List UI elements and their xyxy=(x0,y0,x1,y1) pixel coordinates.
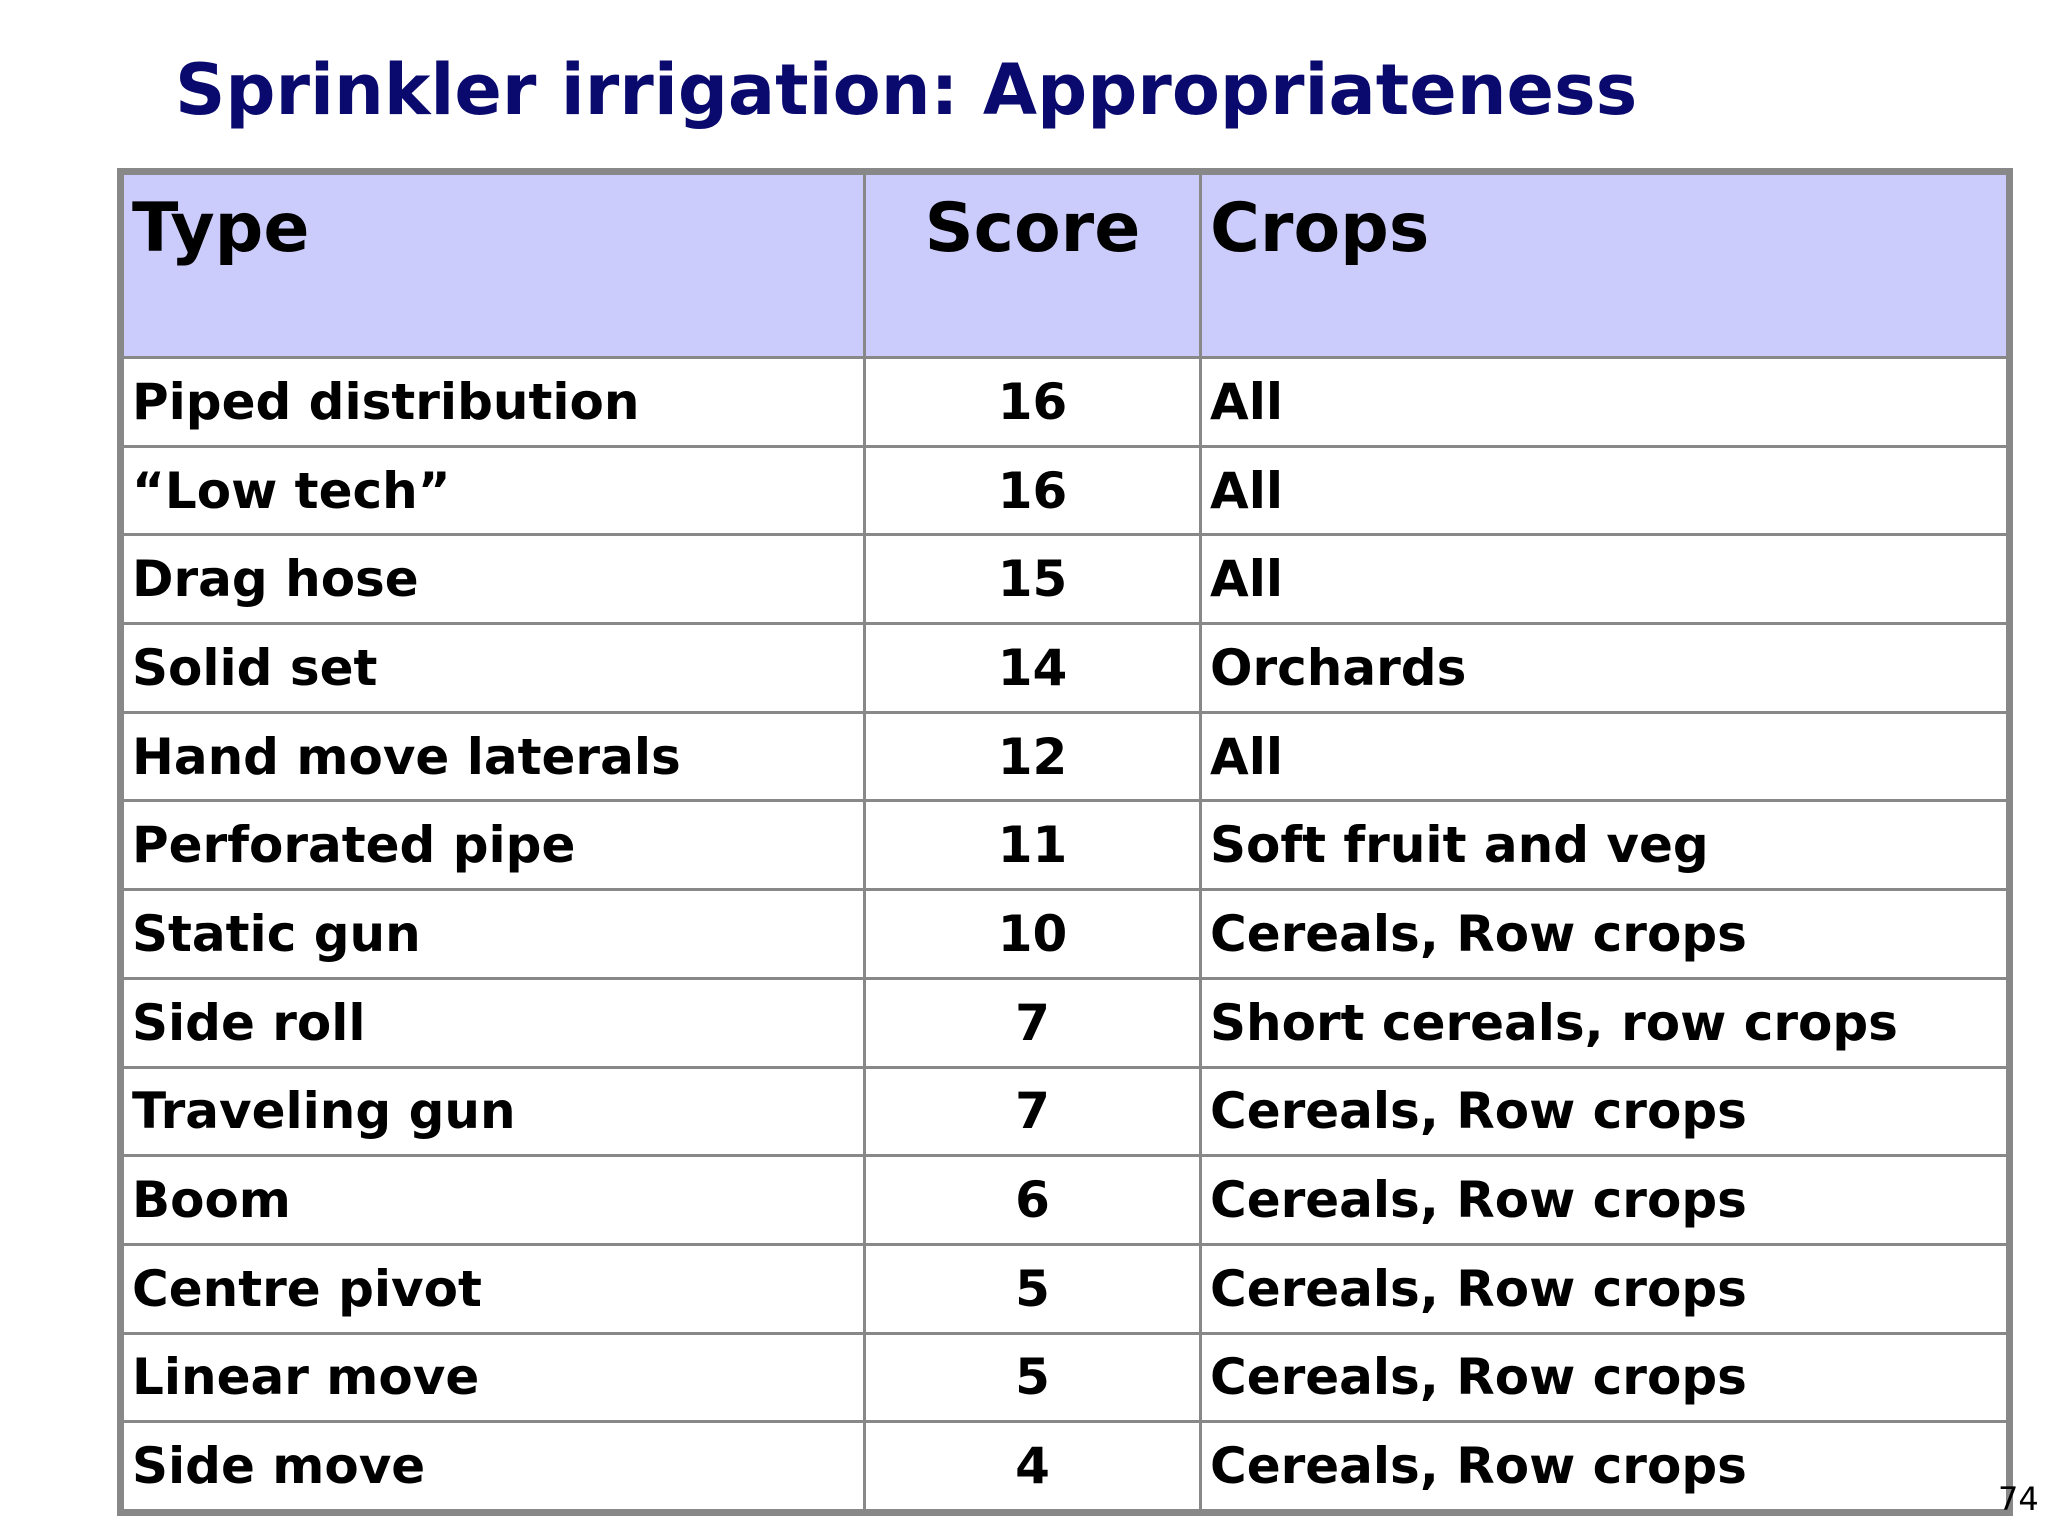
score-cell: 11 xyxy=(863,799,1202,892)
type-cell: Perforated pipe xyxy=(121,799,866,892)
score-cell: 15 xyxy=(863,533,1202,626)
score-cell: 16 xyxy=(863,444,1202,537)
table-row: Centre pivot 5 Cereals, Row crops xyxy=(121,1242,2009,1335)
table-header: Type Score Crops xyxy=(121,172,2009,359)
header-crops: Crops xyxy=(1199,172,2009,359)
table-body: Piped distribution 16 All “Low tech” 16 … xyxy=(121,356,2009,1512)
table-row: Side move 4 Cereals, Row crops xyxy=(121,1420,2009,1512)
table-row: Hand move laterals 12 All xyxy=(121,710,2009,803)
type-cell: Linear move xyxy=(121,1331,866,1424)
score-cell: 7 xyxy=(863,976,1202,1069)
score-cell: 5 xyxy=(863,1242,1202,1335)
type-cell: Piped distribution xyxy=(121,356,866,448)
crops-cell: Cereals, Row crops xyxy=(1199,1242,2009,1335)
score-cell: 10 xyxy=(863,888,1202,980)
crops-cell: All xyxy=(1199,710,2009,803)
type-cell: Traveling gun xyxy=(121,1065,866,1158)
header-type: Type xyxy=(121,172,866,359)
crops-cell: All xyxy=(1199,533,2009,626)
page-number: 74 xyxy=(1998,1480,2039,1518)
table-row: Piped distribution 16 All xyxy=(121,356,2009,448)
score-cell: 7 xyxy=(863,1065,1202,1158)
type-cell: Side roll xyxy=(121,976,866,1069)
crops-cell: Cereals, Row crops xyxy=(1199,888,2009,980)
table-row: Drag hose 15 All xyxy=(121,533,2009,626)
header-row: Type Score Crops xyxy=(121,172,2009,359)
type-cell: Solid set xyxy=(121,622,866,714)
table-row: Linear move 5 Cereals, Row crops xyxy=(121,1331,2009,1424)
appropriateness-table: Type Score Crops Piped distribution 16 A… xyxy=(121,172,2009,1512)
table-row: Perforated pipe 11 Soft fruit and veg xyxy=(121,799,2009,892)
score-cell: 6 xyxy=(863,1154,1202,1246)
type-cell: Drag hose xyxy=(121,533,866,626)
type-cell: Hand move laterals xyxy=(121,710,866,803)
table-row: Static gun 10 Cereals, Row crops xyxy=(121,888,2009,980)
crops-cell: Soft fruit and veg xyxy=(1199,799,2009,892)
score-cell: 4 xyxy=(863,1420,1202,1512)
score-cell: 12 xyxy=(863,710,1202,803)
crops-cell: All xyxy=(1199,356,2009,448)
score-cell: 14 xyxy=(863,622,1202,714)
type-cell: Static gun xyxy=(121,888,866,980)
crops-cell: Cereals, Row crops xyxy=(1199,1420,2009,1512)
crops-cell: Cereals, Row crops xyxy=(1199,1331,2009,1424)
score-cell: 16 xyxy=(863,356,1202,448)
type-cell: Side move xyxy=(121,1420,866,1512)
type-cell: Boom xyxy=(121,1154,866,1246)
table-row: Solid set 14 Orchards xyxy=(121,622,2009,714)
crops-cell: Orchards xyxy=(1199,622,2009,714)
slide-title: Sprinkler irrigation: Appropriateness xyxy=(175,49,1638,131)
crops-cell: Cereals, Row crops xyxy=(1199,1065,2009,1158)
type-cell: “Low tech” xyxy=(121,444,866,537)
crops-cell: Short cereals, row crops xyxy=(1199,976,2009,1069)
table-row: Traveling gun 7 Cereals, Row crops xyxy=(121,1065,2009,1158)
crops-cell: Cereals, Row crops xyxy=(1199,1154,2009,1246)
type-cell: Centre pivot xyxy=(121,1242,866,1335)
irrigation-table: Type Score Crops Piped distribution 16 A… xyxy=(117,168,2013,1516)
table-row: “Low tech” 16 All xyxy=(121,444,2009,537)
header-score: Score xyxy=(863,172,1202,359)
table-row: Side roll 7 Short cereals, row crops xyxy=(121,976,2009,1069)
score-cell: 5 xyxy=(863,1331,1202,1424)
crops-cell: All xyxy=(1199,444,2009,537)
table-row: Boom 6 Cereals, Row crops xyxy=(121,1154,2009,1246)
